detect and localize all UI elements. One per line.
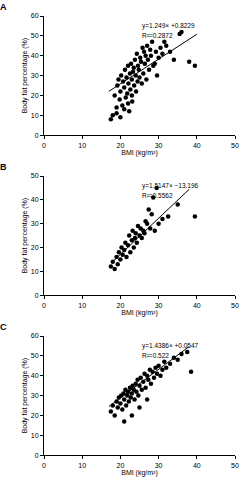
svg-text:50: 50 — [31, 352, 39, 359]
svg-text:50: 50 — [31, 172, 39, 179]
svg-text:30: 30 — [155, 302, 163, 309]
svg-text:BMI (kg/m²): BMI (kg/m²) — [121, 309, 158, 317]
svg-text:40: 40 — [193, 302, 201, 309]
svg-text:20: 20 — [31, 92, 39, 99]
svg-text:10: 10 — [31, 432, 39, 439]
svg-text:y=1.5147× −13.196: y=1.5147× −13.196 — [142, 182, 199, 190]
svg-text:R²=0.2872: R²=0.2872 — [142, 32, 173, 39]
svg-text:C: C — [0, 322, 7, 332]
svg-text:60: 60 — [31, 12, 39, 19]
svg-text:10: 10 — [31, 112, 39, 119]
svg-text:A: A — [0, 2, 7, 12]
svg-text:0: 0 — [42, 142, 46, 149]
svg-text:BMI (kg/m²): BMI (kg/m²) — [121, 149, 158, 157]
svg-text:40: 40 — [31, 196, 39, 203]
svg-text:Body fat percentage (%): Body fat percentage (%) — [21, 38, 29, 114]
svg-text:20: 20 — [31, 412, 39, 419]
svg-text:0: 0 — [35, 292, 39, 299]
svg-text:40: 40 — [193, 142, 201, 149]
svg-text:40: 40 — [31, 52, 39, 59]
svg-text:R²=0.5562: R²=0.5562 — [142, 192, 173, 199]
svg-text:50: 50 — [231, 462, 239, 469]
svg-text:30: 30 — [31, 220, 39, 227]
svg-text:R²=0.522: R²=0.522 — [142, 352, 169, 359]
svg-text:30: 30 — [155, 142, 163, 149]
svg-text:50: 50 — [231, 142, 239, 149]
svg-text:20: 20 — [117, 462, 125, 469]
svg-text:0: 0 — [35, 132, 39, 139]
svg-text:20: 20 — [117, 142, 125, 149]
svg-text:30: 30 — [31, 392, 39, 399]
svg-text:20: 20 — [117, 302, 125, 309]
svg-text:0: 0 — [42, 462, 46, 469]
svg-text:20: 20 — [31, 244, 39, 251]
svg-text:B: B — [0, 162, 7, 172]
svg-text:30: 30 — [31, 72, 39, 79]
svg-text:Body fat percentage (%): Body fat percentage (%) — [21, 198, 29, 274]
svg-text:40: 40 — [193, 462, 201, 469]
svg-text:30: 30 — [155, 462, 163, 469]
svg-text:60: 60 — [31, 332, 39, 339]
svg-text:0: 0 — [42, 302, 46, 309]
svg-text:10: 10 — [78, 462, 86, 469]
svg-text:50: 50 — [231, 302, 239, 309]
svg-text:y=1.249× +0.8229: y=1.249× +0.8229 — [142, 22, 195, 30]
svg-text:BMI (kg/m²): BMI (kg/m²) — [121, 469, 158, 477]
svg-text:10: 10 — [78, 142, 86, 149]
svg-text:Body fat percentage (%): Body fat percentage (%) — [21, 358, 29, 434]
svg-text:10: 10 — [78, 302, 86, 309]
svg-text:40: 40 — [31, 372, 39, 379]
svg-text:0: 0 — [35, 452, 39, 459]
svg-text:10: 10 — [31, 268, 39, 275]
svg-text:y=1.4386× +0.0547: y=1.4386× +0.0547 — [142, 342, 199, 350]
svg-text:50: 50 — [31, 32, 39, 39]
